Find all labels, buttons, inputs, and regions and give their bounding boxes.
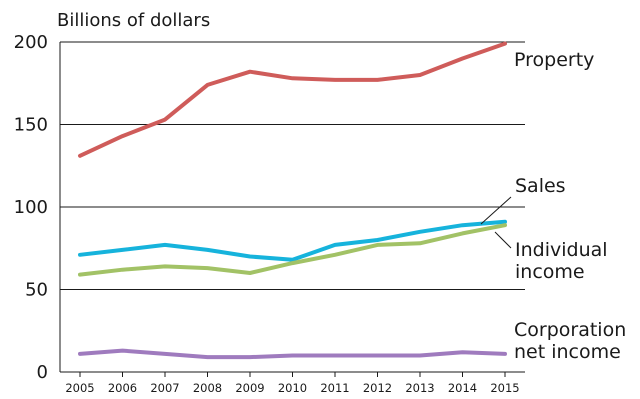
series-line-corporation-net-income	[78, 348, 507, 360]
x-tick-label: 2009	[235, 381, 264, 395]
series-label-line: Sales	[515, 175, 566, 197]
series-label-line: income	[515, 261, 585, 283]
y-axis-label: Billions of dollars	[57, 10, 210, 31]
series-label-line: Individual	[515, 239, 608, 261]
y-tick-label: 200	[14, 32, 48, 53]
x-tick-label: 2008	[193, 381, 222, 395]
x-tick-label: 2006	[108, 381, 137, 395]
x-tick-label: 2007	[150, 381, 179, 395]
series-label-line: Corporation	[514, 319, 626, 341]
x-tick-label: 2014	[448, 381, 477, 395]
x-tick-label: 2012	[363, 381, 392, 395]
series-lines	[78, 41, 507, 360]
axes: 0 50 100 150 200 2005 2006 2007 2008 2009 2010 2011…	[14, 32, 525, 395]
series-label-property: Property	[514, 49, 594, 71]
y-tick-label: 0	[37, 362, 48, 383]
y-tick-label: 50	[25, 280, 48, 301]
x-tick-label: 2011	[320, 381, 349, 395]
x-tick-label: 2010	[278, 381, 307, 395]
series-line-property	[78, 41, 507, 158]
series-label-individual-income: Individual income	[515, 239, 608, 283]
x-tick-label: 2015	[490, 381, 519, 395]
y-tick-label: 100	[14, 197, 48, 218]
series-label-line: net income	[514, 341, 621, 363]
series-label-corporation-net-income: Corporation net income	[514, 319, 626, 363]
y-tick-label: 150	[14, 115, 48, 136]
series-label-line: Property	[514, 49, 594, 71]
series-label-sales: Sales	[515, 175, 566, 197]
series-labels: Property Sales Individual income Corporation…	[480, 49, 626, 363]
series-line-individual-income	[78, 223, 507, 277]
x-tick-label: 2005	[65, 381, 94, 395]
leader-line-individual-income	[494, 231, 512, 249]
series-line-sales	[78, 219, 507, 262]
x-tick-label: 2013	[405, 381, 434, 395]
gridlines	[60, 41, 525, 290]
leader-line-sales	[480, 196, 512, 225]
